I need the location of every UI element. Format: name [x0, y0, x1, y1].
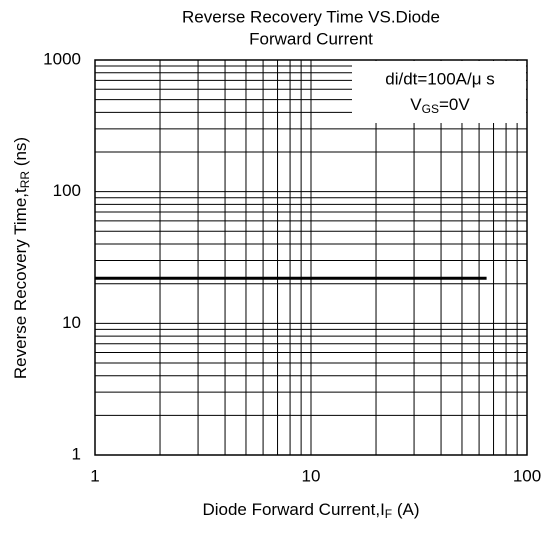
plot-frame	[94, 59, 528, 456]
x-tick-label: 10	[302, 466, 321, 485]
y-tick-label: 100	[53, 181, 81, 200]
annotation-suffix: =0V	[439, 95, 470, 114]
y-tick-label: 1000	[43, 49, 81, 68]
x-axis-label-text: Diode Forward Current,I	[202, 500, 384, 519]
y-axis-label-sub: RR	[18, 171, 32, 189]
chart-title: Forward Current	[249, 29, 373, 48]
x-tick-label: 1	[90, 466, 99, 485]
x-tick-label: 100	[513, 466, 541, 485]
y-tick-label: 10	[62, 313, 81, 332]
y-tick-label: 1	[72, 444, 81, 463]
y-axis-label-suffix: (ns)	[11, 137, 30, 171]
chart-title: Reverse Recovery Time VS.Diode	[182, 7, 440, 26]
x-axis-label: Diode Forward Current,IF (A)	[202, 500, 419, 521]
annotation-box	[352, 61, 526, 123]
y-axis-label-text: Reverse Recovery Time,t	[11, 188, 30, 379]
y-axis-label: Reverse Recovery Time,tRR (ns)	[11, 137, 32, 379]
x-axis-label-sub: F	[385, 507, 392, 521]
annotation: VGS=0V	[410, 95, 470, 116]
x-axis-label-suffix: (A)	[392, 500, 419, 519]
annotation: di/dt=100A/μ s	[385, 69, 495, 88]
annotation-sub: GS	[422, 102, 439, 116]
annotation-text: V	[410, 95, 422, 114]
